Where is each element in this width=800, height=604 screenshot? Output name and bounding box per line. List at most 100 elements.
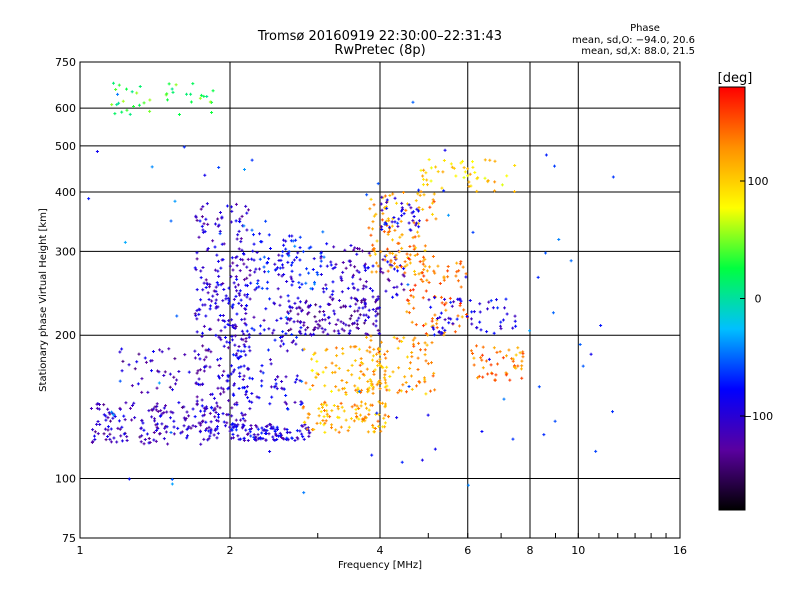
data-point <box>411 288 415 292</box>
data-point <box>489 299 493 303</box>
data-point <box>373 430 377 434</box>
data-point <box>375 239 379 243</box>
data-point <box>363 302 367 306</box>
data-point <box>391 192 395 196</box>
data-point <box>363 262 367 266</box>
data-point <box>236 283 240 287</box>
data-point <box>366 430 370 434</box>
data-point <box>377 424 381 428</box>
data-point <box>204 278 208 282</box>
data-point <box>227 319 231 323</box>
data-point <box>244 303 248 307</box>
data-point <box>330 298 334 302</box>
data-point <box>247 335 251 339</box>
data-point <box>311 268 315 272</box>
data-point <box>322 415 326 419</box>
data-point <box>400 214 404 218</box>
data-point <box>423 244 427 248</box>
data-point <box>432 192 436 196</box>
data-point <box>355 404 359 408</box>
data-point <box>115 440 119 444</box>
data-point <box>251 233 255 237</box>
data-point <box>303 332 307 336</box>
data-point <box>117 101 121 105</box>
data-point <box>284 239 288 243</box>
data-point <box>383 413 387 417</box>
data-point <box>432 200 436 204</box>
data-point <box>455 317 459 321</box>
data-point <box>428 265 432 269</box>
data-point <box>120 425 124 429</box>
data-point <box>231 436 235 440</box>
data-point <box>366 380 370 384</box>
data-point <box>170 482 174 486</box>
data-point <box>411 100 415 104</box>
data-point <box>254 424 258 428</box>
data-point <box>115 103 119 107</box>
data-point <box>374 298 378 302</box>
data-point <box>408 288 412 292</box>
data-point <box>385 247 389 251</box>
data-point <box>202 406 206 410</box>
data-point <box>150 415 154 419</box>
data-point <box>113 112 117 116</box>
data-point <box>246 208 250 212</box>
data-point <box>235 352 239 356</box>
data-point <box>275 438 279 442</box>
data-point <box>407 203 411 207</box>
data-point <box>118 379 122 383</box>
data-point <box>443 318 447 322</box>
data-point <box>371 264 375 268</box>
data-point <box>295 335 299 339</box>
data-point <box>425 269 429 273</box>
data-point <box>368 207 372 211</box>
data-point <box>355 414 359 418</box>
data-point <box>456 279 460 283</box>
data-point <box>203 409 207 413</box>
data-point <box>261 371 265 375</box>
data-point <box>252 315 256 319</box>
data-point <box>154 439 158 443</box>
data-point <box>431 325 435 329</box>
data-point <box>409 228 413 232</box>
data-point <box>227 299 231 303</box>
data-point <box>198 368 202 372</box>
data-point <box>417 379 421 383</box>
data-point <box>263 270 267 274</box>
data-point <box>377 400 381 404</box>
data-point <box>578 342 582 346</box>
data-point <box>231 370 235 374</box>
data-point <box>341 352 345 356</box>
data-point <box>201 419 205 423</box>
data-point <box>358 313 362 317</box>
data-point <box>255 281 259 285</box>
data-point <box>336 329 340 333</box>
data-point <box>154 408 158 412</box>
data-point <box>156 409 160 413</box>
data-point <box>518 351 522 355</box>
data-point <box>235 277 239 281</box>
data-point <box>464 272 468 276</box>
data-point <box>230 334 234 338</box>
data-point <box>246 366 250 370</box>
data-point <box>238 220 242 224</box>
data-point <box>216 318 220 322</box>
data-point <box>483 158 487 162</box>
data-point <box>394 256 398 260</box>
data-point <box>130 403 134 407</box>
data-point <box>239 237 243 241</box>
data-point <box>155 404 159 408</box>
data-point <box>232 368 236 372</box>
data-point <box>347 425 351 429</box>
data-point <box>365 406 369 410</box>
data-point <box>139 426 143 430</box>
data-point <box>210 299 214 303</box>
data-point <box>231 432 235 436</box>
data-point <box>302 491 306 495</box>
data-point <box>256 433 260 437</box>
data-point <box>387 415 391 419</box>
data-point <box>289 327 293 331</box>
data-point <box>551 311 555 315</box>
data-point <box>300 308 304 312</box>
data-point <box>397 217 401 221</box>
